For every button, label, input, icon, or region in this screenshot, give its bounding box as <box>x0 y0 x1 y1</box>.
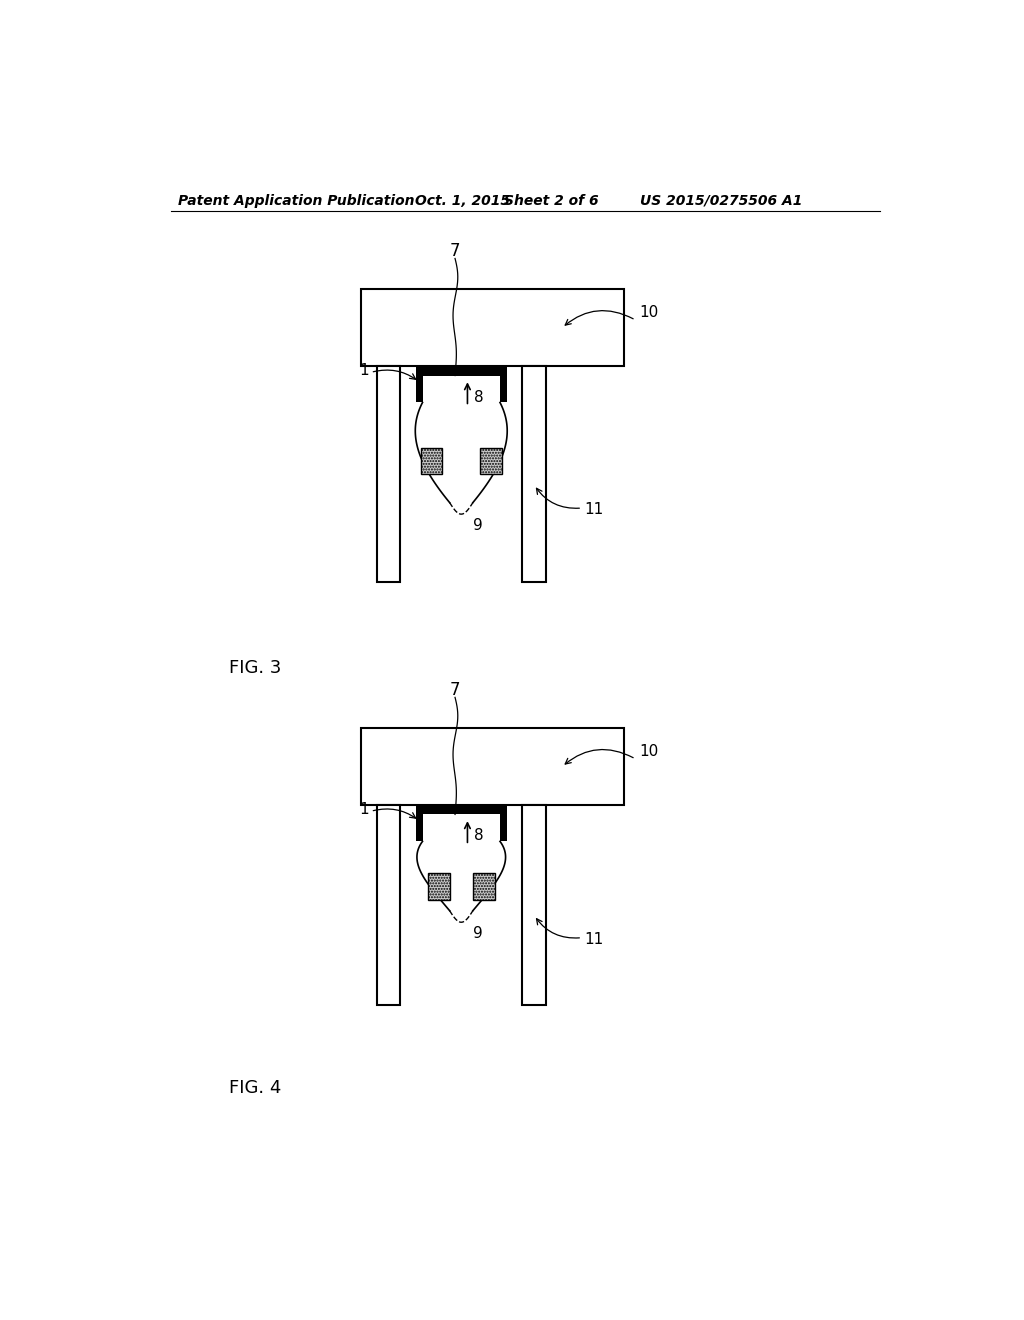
Text: 1: 1 <box>359 363 369 378</box>
Text: 7: 7 <box>450 681 461 698</box>
Text: 10: 10 <box>640 305 658 319</box>
Bar <box>480 447 502 474</box>
Bar <box>377 805 400 1006</box>
Text: 7: 7 <box>450 242 461 260</box>
Text: 8: 8 <box>474 389 483 405</box>
Text: 8: 8 <box>474 829 483 843</box>
Text: FIG. 3: FIG. 3 <box>228 659 282 677</box>
Text: 1: 1 <box>359 801 369 817</box>
Bar <box>416 367 507 376</box>
Bar <box>416 805 423 841</box>
Bar <box>500 367 507 403</box>
Bar <box>377 367 400 582</box>
Bar <box>500 805 507 841</box>
Bar <box>360 729 624 805</box>
Bar <box>416 805 507 814</box>
Bar <box>428 873 450 899</box>
Text: Sheet 2 of 6: Sheet 2 of 6 <box>504 194 598 207</box>
Bar <box>522 367 546 582</box>
Text: 11: 11 <box>585 932 604 946</box>
Bar <box>416 367 423 403</box>
Bar <box>360 289 624 367</box>
Text: Patent Application Publication: Patent Application Publication <box>178 194 415 207</box>
Bar <box>522 805 546 1006</box>
Text: 9: 9 <box>473 519 482 533</box>
Text: 11: 11 <box>585 502 604 517</box>
Text: 10: 10 <box>640 743 658 759</box>
Text: Oct. 1, 2015: Oct. 1, 2015 <box>415 194 510 207</box>
Bar <box>473 873 495 899</box>
Text: 9: 9 <box>473 927 482 941</box>
Text: FIG. 4: FIG. 4 <box>228 1078 282 1097</box>
Bar <box>421 447 442 474</box>
Text: US 2015/0275506 A1: US 2015/0275506 A1 <box>640 194 802 207</box>
